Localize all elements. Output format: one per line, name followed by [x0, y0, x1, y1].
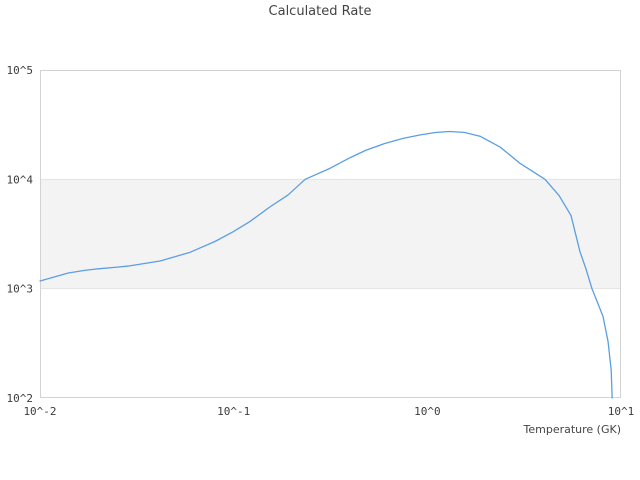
- y-axis-tick-label: 10^2: [7, 392, 34, 405]
- x-axis-tick-label: 10^0: [414, 405, 441, 418]
- x-axis-title: Temperature (GK): [523, 423, 622, 436]
- y-axis-tick-label: 10^4: [7, 173, 34, 186]
- x-axis-tick-label: 10^1: [608, 405, 635, 418]
- y-axis-tick-label: 10^3: [7, 283, 34, 296]
- chart-title: Calculated Rate: [268, 4, 372, 19]
- x-axis-tick-label: 10^-1: [217, 405, 250, 418]
- y-axis-tick-label: 10^5: [7, 64, 34, 77]
- series-line-calculated-rate: [39, 130, 613, 399]
- plot-border: [40, 70, 621, 398]
- highlight-band: [40, 179, 621, 289]
- x-axis-tick-label: 10^-2: [23, 405, 56, 418]
